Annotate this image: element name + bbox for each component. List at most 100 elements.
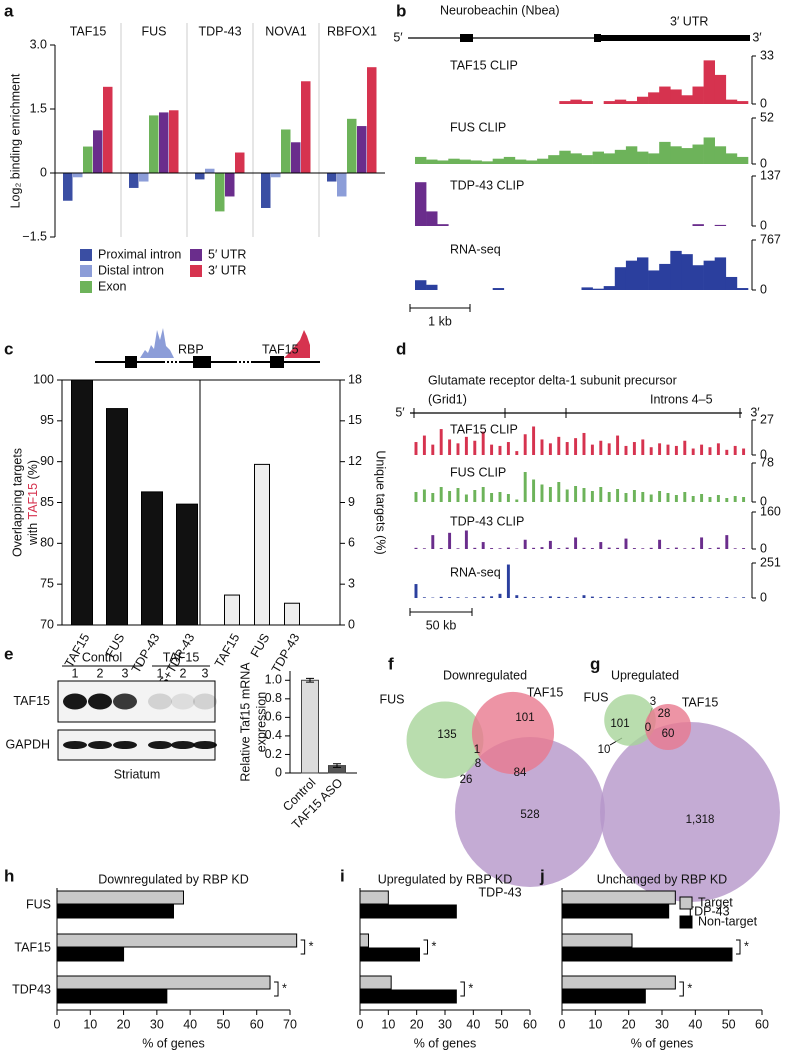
band [193, 693, 217, 710]
track-signal [599, 597, 603, 598]
track-signal [492, 158, 505, 164]
track-signal [498, 492, 502, 502]
bracket [679, 981, 684, 997]
track-signal [581, 155, 593, 164]
lane-label: 3 [202, 666, 209, 680]
track-signal [470, 160, 482, 164]
track-signal [456, 548, 460, 549]
track-signal [464, 436, 468, 455]
track-signal [431, 493, 435, 502]
bar [106, 408, 128, 626]
legend-swatch [679, 915, 693, 929]
track-signal [632, 442, 636, 455]
y-tick-label: 0 [348, 617, 355, 631]
track-signal [725, 449, 729, 455]
region-label: 10 [598, 744, 611, 756]
track-signal [532, 479, 536, 502]
panel-label: b [396, 1, 406, 20]
x-tick-label: 20 [410, 1017, 424, 1031]
track-signal [736, 156, 749, 164]
y-axis-label: with TAF15 (%) [26, 460, 40, 546]
bracket [423, 939, 428, 955]
venn-set [455, 737, 605, 887]
track-signal [582, 595, 586, 598]
track-signal [603, 286, 616, 290]
track-signal [540, 484, 544, 502]
venn-set [471, 691, 555, 775]
track-signal [481, 487, 485, 502]
region-label: 528 [520, 809, 539, 821]
track-signal [415, 280, 427, 290]
legend-swatch [190, 249, 202, 261]
gene-model [408, 34, 750, 42]
track-signal [582, 488, 586, 502]
track-signal [624, 538, 628, 549]
schematic-label: RBP [178, 342, 204, 356]
bar [224, 594, 240, 626]
bar [337, 173, 347, 197]
y-tick-label: 0.2 [265, 747, 282, 761]
track-signal [473, 597, 477, 598]
panel-label: d [396, 339, 406, 358]
x-tick-label: 0 [54, 1017, 61, 1031]
track-signal [490, 493, 494, 502]
track-signal [473, 547, 477, 549]
region-label: 0 [645, 722, 651, 734]
track-signal [514, 159, 527, 164]
track-signal [456, 597, 460, 598]
bar [367, 67, 377, 173]
x-tick-label: 60 [250, 1017, 264, 1031]
region-label: 3 [650, 696, 656, 708]
track-signal [582, 547, 586, 549]
track-title: Glutamate receptor delta-1 subunit precu… [428, 373, 677, 387]
track-signal [581, 101, 593, 104]
track-signal [603, 153, 616, 164]
y-tick-label: 9 [348, 495, 355, 509]
y-tick-label: 0 [760, 218, 767, 232]
track-signal [742, 448, 746, 455]
track-signal [733, 548, 737, 549]
track-signal [725, 498, 729, 502]
track-signal [683, 492, 687, 502]
y-tick-label: 0 [40, 165, 47, 179]
y-tick-label: 78 [760, 455, 774, 469]
venn-title: Downregulated [443, 668, 527, 682]
track-signal [624, 493, 628, 502]
x-tick-label: 50 [722, 1017, 736, 1031]
track-signal [464, 530, 468, 549]
track-signal [716, 547, 720, 549]
band [148, 741, 172, 749]
track-name: FUS CLIP [450, 465, 506, 479]
track-signal [648, 92, 660, 104]
bar [56, 975, 271, 990]
track-signal [703, 60, 715, 104]
track-signal [415, 182, 427, 226]
track-signal [649, 597, 653, 598]
track-signal [658, 539, 662, 549]
track-signal [692, 224, 704, 226]
bar [149, 115, 159, 173]
track-signal [523, 596, 527, 598]
y-tick-label: 137 [760, 168, 781, 182]
track-signal [716, 443, 720, 455]
bar [561, 904, 670, 919]
gene-model [410, 408, 742, 418]
y-tick-label: 0.8 [265, 691, 282, 705]
x-tick-label: 30 [655, 1017, 669, 1031]
track-signal [666, 444, 670, 455]
set-label: TAF15 [527, 685, 564, 699]
track-signal [448, 439, 452, 455]
track-signal [532, 597, 536, 598]
track-signal [481, 431, 485, 455]
track-signal [674, 597, 678, 598]
track-signal [648, 270, 660, 290]
track-signal [540, 547, 544, 549]
track-signal [515, 451, 519, 455]
x-tick-label: 50 [495, 1017, 509, 1031]
band [171, 741, 195, 749]
x-tick-label: 20 [622, 1017, 636, 1031]
track-signal [733, 445, 737, 455]
track-signal [574, 438, 578, 455]
track-signal [666, 597, 670, 598]
region-label: 135 [437, 729, 456, 741]
